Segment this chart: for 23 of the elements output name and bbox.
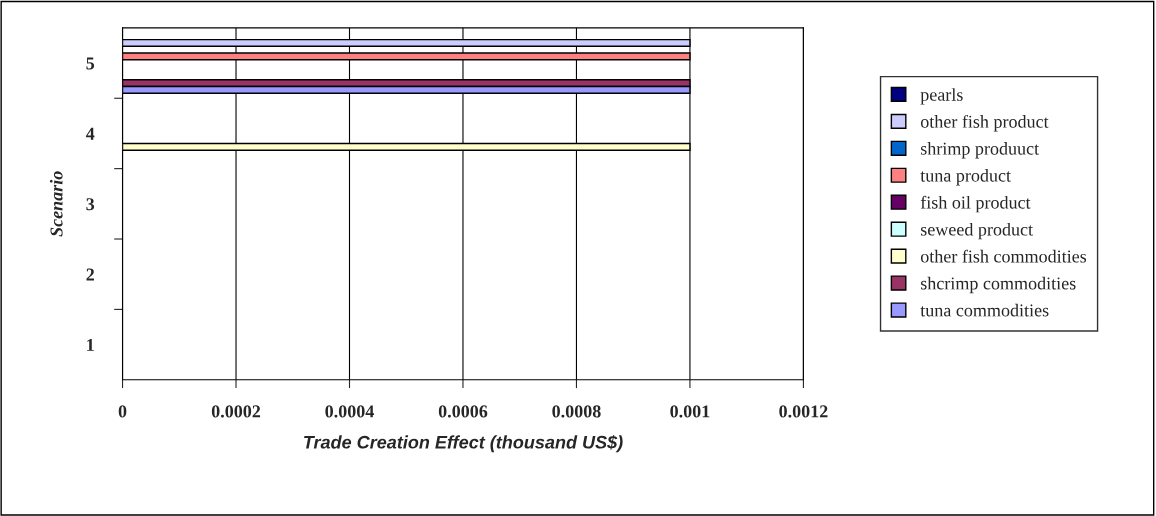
y-tick-label: 1 xyxy=(87,338,94,351)
legend-label: fish oil product xyxy=(920,195,1031,213)
legend-label: shrimp produuct xyxy=(921,142,1039,159)
x-tick-label: 0.0004 xyxy=(325,405,374,418)
x-tick-label: 0.0008 xyxy=(552,405,601,418)
y-tick-label: 2 xyxy=(86,268,94,281)
y-tick-label: 5 xyxy=(86,57,95,70)
legend-label: pearls xyxy=(920,88,963,105)
x-tick-label: 0.0012 xyxy=(779,405,828,418)
x-tick-label: 0.001 xyxy=(670,405,710,418)
y-tick-label: 4 xyxy=(85,127,95,140)
x-tick-label: 0 xyxy=(118,405,127,418)
x-tick-label: 0.0006 xyxy=(438,405,488,418)
legend-label: seweed product xyxy=(921,222,1033,240)
legend-label: tuna commodities xyxy=(920,303,1049,317)
legend-label: other fish commodities xyxy=(920,249,1087,263)
x-axis-title: Trade Creation Effect (thousand US$) xyxy=(304,435,623,453)
legend-label: other fish product xyxy=(920,114,1049,132)
y-axis-title: Scenario xyxy=(49,171,63,237)
y-tick-label: 3 xyxy=(86,198,95,211)
x-tick-label: 0.0002 xyxy=(211,405,261,418)
legend-label: tuna product xyxy=(920,169,1011,186)
legend-label: shcrimp commodities xyxy=(921,276,1076,294)
